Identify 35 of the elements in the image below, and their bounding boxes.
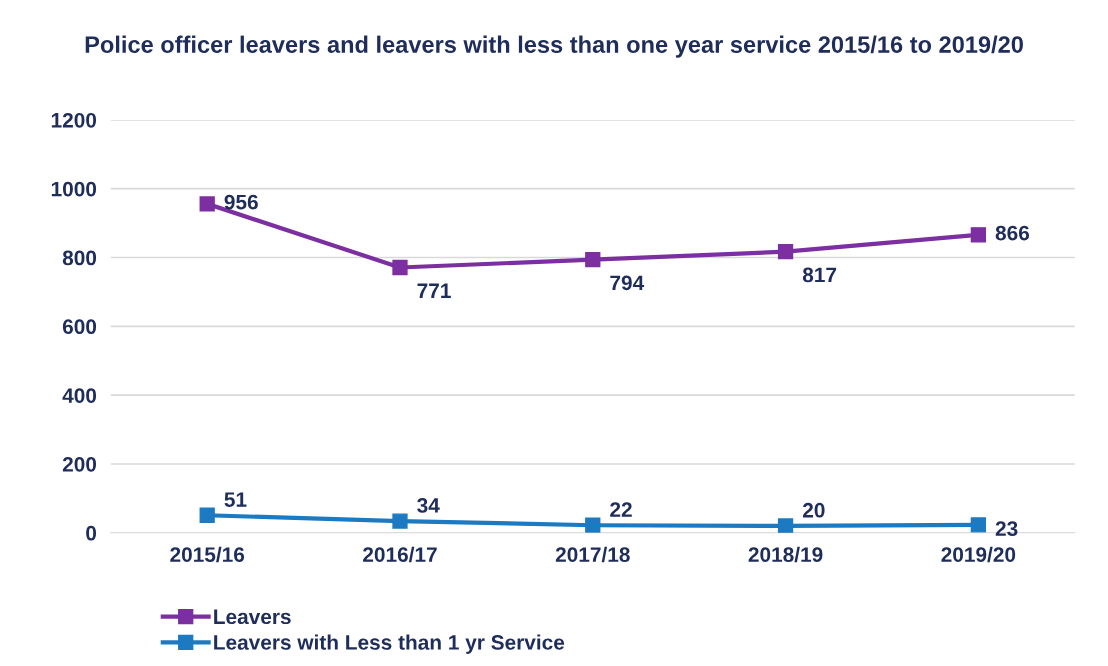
- point: [199, 196, 215, 212]
- point: [585, 517, 601, 533]
- y-tick-label: 1000: [51, 181, 97, 197]
- y-tick-label: 200: [62, 456, 97, 472]
- chart-title: Police officer leavers and leavers with less than one year service 2015/16 to 2019/20: [85, 35, 1023, 58]
- data-label: 817: [802, 267, 837, 283]
- point: [970, 517, 987, 533]
- data-label: 771: [417, 283, 451, 298]
- y-tick-label: 400: [62, 388, 97, 403]
- point: [970, 227, 987, 243]
- x-tick-label: 2019/20: [941, 546, 1016, 563]
- data-label: 794: [610, 275, 645, 291]
- x-tick-label: 2017/18: [555, 546, 630, 563]
- legend-label: Leavers with Less than 1 yr Service: [214, 634, 565, 654]
- x-tick-label: 2018/19: [748, 546, 823, 563]
- point: [199, 507, 215, 523]
- point: [777, 518, 794, 533]
- y-tick-label: 0: [86, 525, 97, 541]
- data-label: 22: [610, 502, 632, 517]
- data-label: 23: [995, 521, 1018, 537]
- y-tick-label: 1200: [51, 112, 97, 128]
- data-label: 51: [224, 492, 247, 507]
- point: [392, 259, 408, 276]
- x-tick-label: 2016/17: [363, 546, 437, 563]
- data-label: 866: [995, 225, 1030, 241]
- legend-label: Leavers: [214, 609, 291, 625]
- point: [777, 244, 794, 260]
- y-tick-label: 600: [62, 319, 97, 335]
- data-label: 20: [802, 502, 825, 518]
- data-label: 34: [417, 498, 440, 513]
- point: [585, 251, 601, 268]
- data-label: 956: [224, 194, 258, 210]
- x-tick-label: 2015/16: [170, 546, 245, 563]
- y-tick-label: 800: [62, 250, 97, 266]
- point: [392, 513, 408, 529]
